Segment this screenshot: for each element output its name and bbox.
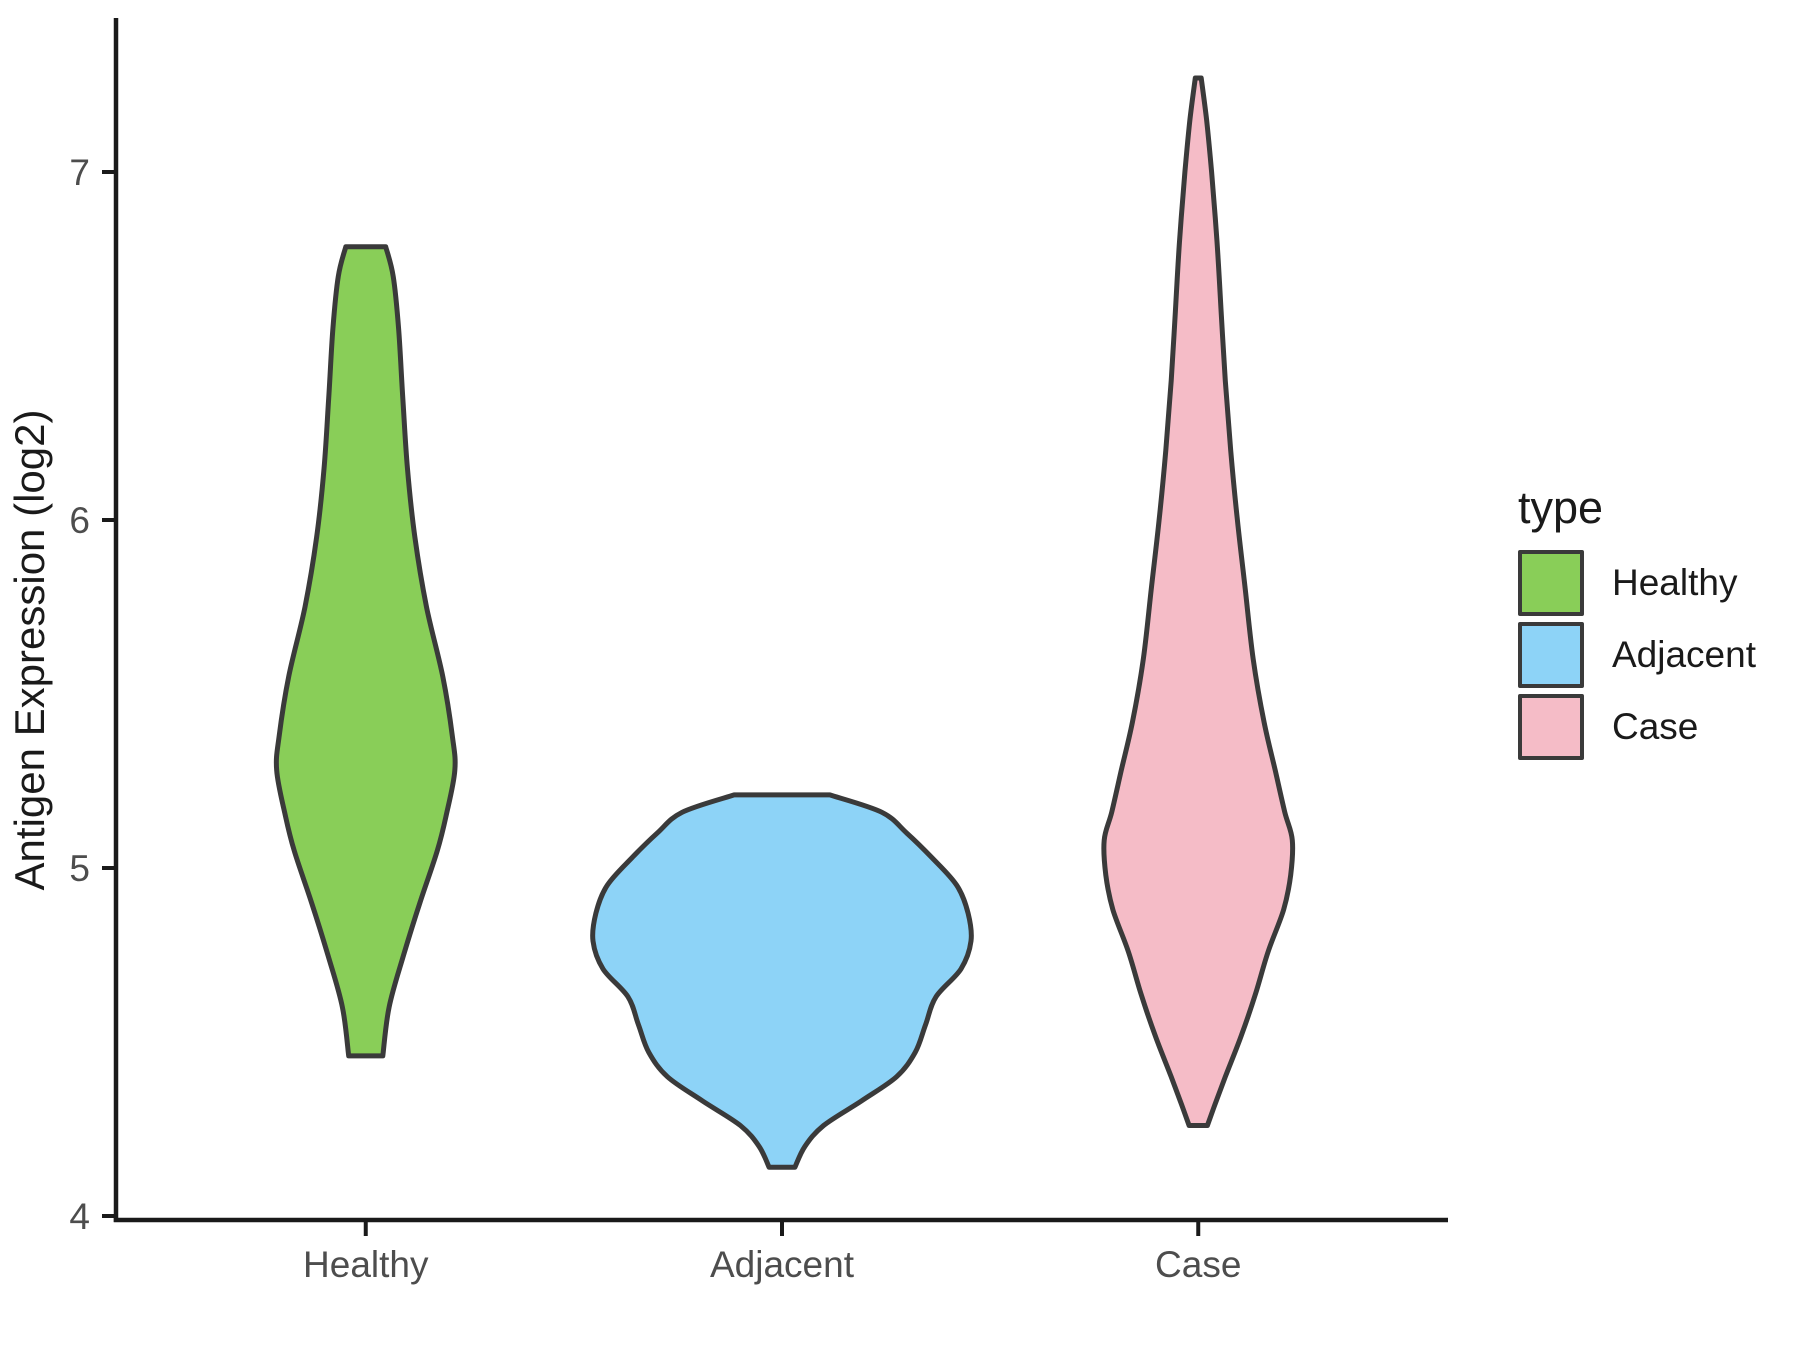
legend-entry-healthy: Healthy (1518, 550, 1756, 616)
violin-healthy (273, 244, 458, 1059)
y-axis-title: Antigen Expression (log2) (6, 410, 53, 891)
legend-title: type (1518, 482, 1604, 533)
violin-adjacent (590, 792, 974, 1170)
legend-swatch-adjacent (1518, 622, 1584, 688)
legend-entry-case: Case (1518, 694, 1756, 760)
legend-label-adjacent: Adjacent (1612, 634, 1756, 675)
x-tick-label-adjacent: Adjacent (710, 1244, 855, 1285)
legend-swatch-case (1518, 694, 1584, 760)
legend-entry-adjacent: Adjacent (1518, 622, 1756, 688)
legend: type Healthy Adjacent Case (1518, 482, 1756, 766)
y-tick-label-6: 6 (69, 500, 90, 541)
y-tick-label-4: 4 (69, 1196, 90, 1237)
legend-entries: Healthy Adjacent Case (1518, 550, 1756, 760)
violin-case (1101, 75, 1296, 1128)
violin-layer (273, 75, 1296, 1170)
legend-label-case: Case (1612, 706, 1699, 747)
x-tick-label-healthy: Healthy (303, 1244, 429, 1285)
x-tick-label-case: Case (1155, 1244, 1241, 1285)
legend-swatch-healthy (1518, 550, 1584, 616)
y-tick-label-7: 7 (69, 152, 90, 193)
legend-label-healthy: Healthy (1612, 562, 1738, 603)
axis-ticks: 4 5 6 7 Healthy Adjacent Case (69, 152, 1241, 1285)
y-tick-label-5: 5 (69, 848, 90, 889)
